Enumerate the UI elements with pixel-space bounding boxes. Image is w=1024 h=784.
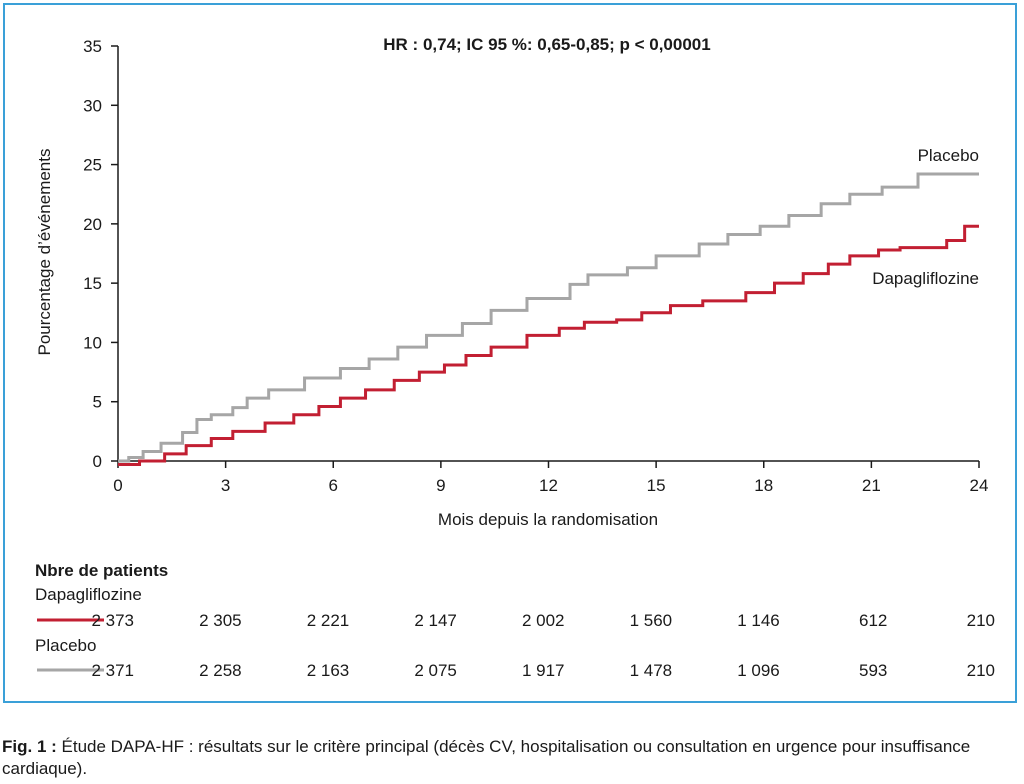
y-tick-label-25: 25 bbox=[83, 156, 102, 175]
risk-value-placebo-9: 2 075 bbox=[414, 661, 457, 680]
risk-value-dapagliflozine-21: 612 bbox=[859, 611, 887, 630]
chart-title: HR : 0,74; IC 95 %: 0,65-0,85; p < 0,000… bbox=[383, 35, 710, 54]
y-axis-label: Pourcentage d’événements bbox=[35, 149, 54, 356]
y-tick-label-20: 20 bbox=[83, 215, 102, 234]
figure-frame bbox=[3, 3, 1017, 703]
y-tick-label-15: 15 bbox=[83, 274, 102, 293]
x-tick-label-12: 12 bbox=[539, 476, 558, 495]
x-tick-label-9: 9 bbox=[436, 476, 445, 495]
risk-row-placebo-name: Placebo bbox=[35, 636, 96, 655]
x-tick-label-3: 3 bbox=[221, 476, 230, 495]
risk-value-placebo-12: 1 917 bbox=[522, 661, 565, 680]
y-tick-label-5: 5 bbox=[93, 393, 102, 412]
labels: HR : 0,74; IC 95 %: 0,65-0,85; p < 0,000… bbox=[35, 35, 979, 529]
x-tick-label-24: 24 bbox=[970, 476, 989, 495]
x-axis-label: Mois depuis la randomisation bbox=[438, 510, 658, 529]
x-tick-label-15: 15 bbox=[647, 476, 666, 495]
risk-value-placebo-21: 593 bbox=[859, 661, 887, 680]
dapagliflozine-curve-label: Dapagliflozine bbox=[872, 269, 979, 288]
y-tick-label-10: 10 bbox=[83, 333, 102, 352]
risk-value-dapagliflozine-24: 210 bbox=[967, 611, 995, 630]
risk-value-dapagliflozine-18: 1 146 bbox=[737, 611, 780, 630]
figure-caption-text: Étude DAPA-HF : résultats sur le critère… bbox=[2, 737, 971, 778]
survival-chart: 0 5 10 15 20 25 30 35 0 3 6 9 12 15 18 21 24 HR : 0,74; … bbox=[35, 35, 995, 680]
x-tick-label-0: 0 bbox=[113, 476, 122, 495]
risk-table: Nbre de patients Dapagliflozine Placebo … bbox=[35, 561, 995, 680]
placebo-curve-label: Placebo bbox=[918, 146, 979, 165]
risk-value-placebo-18: 1 096 bbox=[737, 661, 780, 680]
x-tick-label-6: 6 bbox=[329, 476, 338, 495]
axes: 0 5 10 15 20 25 30 35 0 3 6 9 12 15 18 21 24 bbox=[83, 37, 988, 495]
y-tick-label-0: 0 bbox=[93, 452, 102, 471]
risk-value-dapagliflozine-0: 2 373 bbox=[91, 611, 134, 630]
risk-value-dapagliflozine-3: 2 305 bbox=[199, 611, 242, 630]
series-lines bbox=[118, 172, 979, 467]
series-dapagliflozine-line bbox=[118, 224, 979, 467]
figure-caption: Fig. 1 : Étude DAPA-HF : résultats sur l… bbox=[2, 736, 1022, 780]
risk-table-title: Nbre de patients bbox=[35, 561, 168, 580]
risk-value-placebo-0: 2 371 bbox=[91, 661, 134, 680]
series-placebo-line bbox=[118, 172, 979, 463]
figure-caption-label: Fig. 1 : bbox=[2, 737, 57, 756]
risk-value-dapagliflozine-6: 2 221 bbox=[307, 611, 350, 630]
y-tick-label-35: 35 bbox=[83, 37, 102, 56]
risk-value-placebo-6: 2 163 bbox=[307, 661, 350, 680]
y-tick-label-30: 30 bbox=[83, 96, 102, 115]
x-tick-label-18: 18 bbox=[754, 476, 773, 495]
risk-value-placebo-15: 1 478 bbox=[630, 661, 673, 680]
risk-value-dapagliflozine-9: 2 147 bbox=[414, 611, 457, 630]
risk-value-placebo-24: 210 bbox=[967, 661, 995, 680]
risk-value-dapagliflozine-12: 2 002 bbox=[522, 611, 565, 630]
x-tick-label-21: 21 bbox=[862, 476, 881, 495]
risk-row-dapagliflozine-name: Dapagliflozine bbox=[35, 585, 142, 604]
risk-value-placebo-3: 2 258 bbox=[199, 661, 242, 680]
risk-value-dapagliflozine-15: 1 560 bbox=[630, 611, 673, 630]
